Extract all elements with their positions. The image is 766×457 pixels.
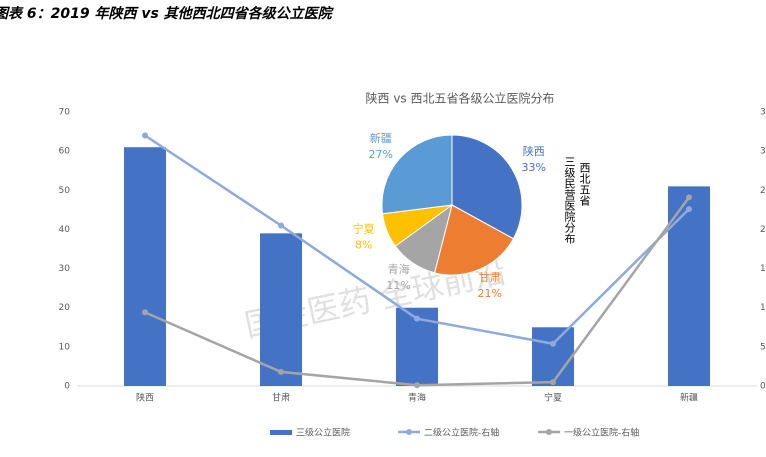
marker: [550, 379, 556, 386]
pie-label-value: 11%: [386, 279, 410, 292]
chart-title: 图表 6：2019 年陕西 vs 其他西北四省各级公立医院: [0, 5, 335, 22]
y2-tick-label: 150: [760, 264, 766, 274]
y-tick-label: 0: [64, 382, 70, 392]
legend-label: 一级公立医院-右轴: [564, 427, 639, 439]
marker: [686, 194, 692, 201]
annotation: 西北五省: [578, 162, 591, 207]
y-tick-label: 70: [59, 108, 71, 118]
marker: [142, 309, 148, 316]
y-tick-label: 40: [59, 225, 71, 235]
pie-title: 陕西 vs 西北五省各级公立医院分布: [366, 91, 555, 106]
pie-slice: [381, 134, 453, 215]
pie-label-value: 27%: [369, 148, 393, 161]
pie-label-value: 21%: [478, 287, 502, 300]
y2-tick-label: 100: [760, 303, 766, 313]
marker: [686, 206, 692, 213]
y-tick-label: 50: [59, 186, 71, 196]
bar: [668, 186, 710, 386]
y-tick-label: 20: [59, 303, 71, 313]
legend-label: 二级公立医院-右轴: [424, 427, 499, 439]
x-tick-label: 甘肃: [272, 392, 290, 404]
pie-label-value: 33%: [522, 161, 546, 174]
pie-label-value: 8%: [355, 238, 372, 251]
bar: [124, 147, 166, 386]
marker: [414, 315, 420, 322]
pie-label-name: 宁夏: [353, 221, 375, 235]
y-tick-label: 60: [59, 147, 71, 157]
marker: [278, 368, 284, 375]
x-tick-label: 宁夏: [544, 392, 562, 404]
annotation: 三级民营医院分布: [563, 156, 576, 245]
x-tick-label: 新疆: [680, 392, 698, 404]
marker: [414, 382, 420, 389]
x-tick-label: 陕西: [136, 392, 154, 404]
pie-slice: [451, 134, 523, 240]
legend-swatch: [270, 430, 292, 435]
bar: [260, 233, 302, 386]
pie-label-name: 陕西: [523, 144, 545, 158]
pie-label-name: 甘肃: [479, 271, 501, 284]
y2-tick-label: 300: [760, 147, 766, 157]
legend-label: 三级公立医院: [296, 427, 350, 439]
legend-marker: [406, 429, 412, 435]
pie-label-name: 青海: [388, 262, 410, 276]
y-tick-label: 10: [59, 342, 71, 352]
y2-tick-label: 50: [760, 342, 766, 352]
pie-slice: [433, 204, 515, 276]
marker: [142, 132, 148, 139]
pie-label-name: 新疆: [370, 131, 392, 145]
y2-tick-label: 250: [760, 186, 766, 196]
marker: [278, 222, 284, 229]
marker: [550, 340, 556, 347]
x-tick-label: 青海: [408, 392, 426, 404]
y2-tick-label: 350: [760, 108, 766, 118]
bar: [532, 327, 574, 386]
y-tick-label: 30: [59, 264, 71, 274]
legend-marker: [546, 429, 552, 435]
y2-tick-label: 0: [760, 382, 766, 392]
y2-tick-label: 200: [760, 225, 766, 235]
